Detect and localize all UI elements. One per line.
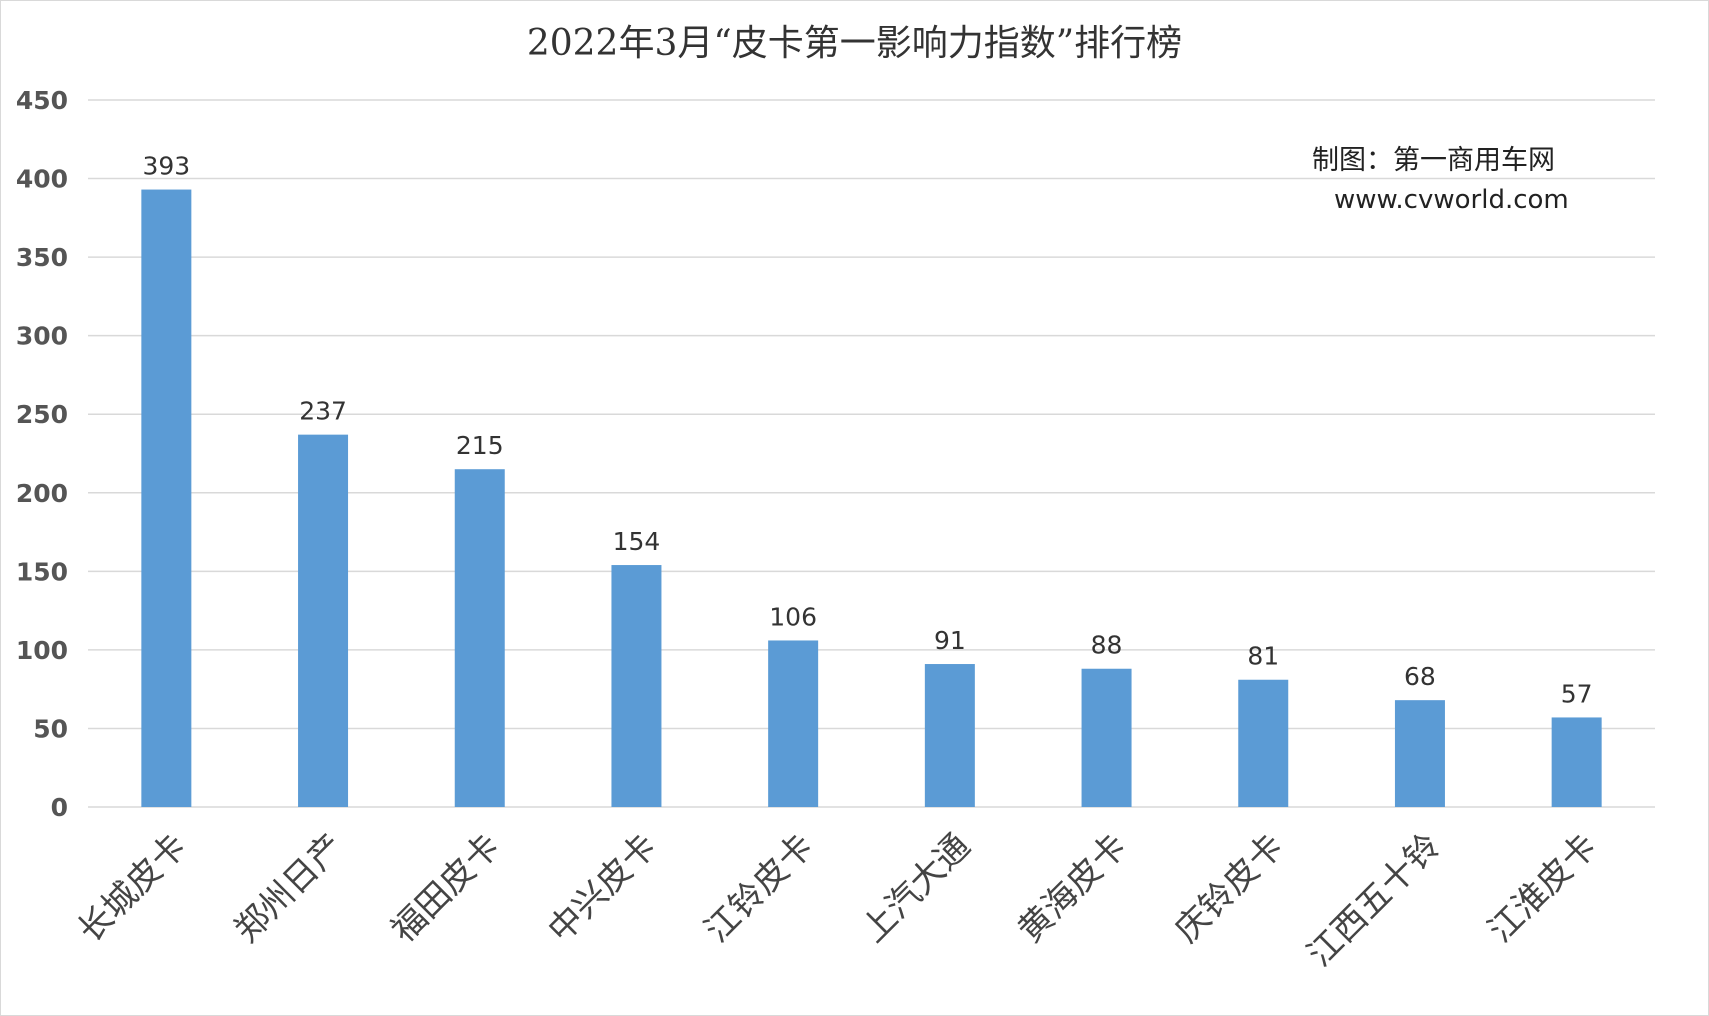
y-tick-label: 450 bbox=[16, 86, 68, 115]
x-tick-label: 福田皮卡 bbox=[384, 826, 508, 950]
chart-credit-url: www.cvworld.com bbox=[1334, 185, 1569, 215]
data-label: 68 bbox=[1404, 662, 1436, 691]
bar bbox=[1551, 717, 1602, 807]
chart-credit: 制图：第一商用车网 bbox=[1312, 145, 1555, 176]
x-tick-label: 江西五十铃 bbox=[1300, 826, 1448, 974]
x-tick-label: 中兴皮卡 bbox=[540, 826, 664, 950]
x-tick-label: 江铃皮卡 bbox=[697, 826, 821, 950]
data-label: 237 bbox=[299, 397, 347, 426]
data-label: 215 bbox=[456, 431, 504, 460]
y-tick-label: 0 bbox=[51, 793, 68, 822]
bar bbox=[454, 469, 505, 807]
bar bbox=[141, 189, 192, 807]
data-label: 154 bbox=[613, 527, 661, 556]
data-label: 57 bbox=[1561, 679, 1593, 708]
chart-title: 2022年3月“皮卡第一影响力指数”排行榜 bbox=[526, 23, 1183, 64]
y-tick-label: 300 bbox=[16, 322, 68, 351]
bar bbox=[1394, 700, 1445, 807]
y-tick-label: 200 bbox=[16, 479, 68, 508]
y-tick-label: 400 bbox=[16, 165, 68, 194]
y-tick-label: 250 bbox=[16, 400, 68, 429]
data-label: 81 bbox=[1247, 642, 1279, 671]
bar bbox=[1238, 679, 1289, 807]
x-tick-label: 庆铃皮卡 bbox=[1167, 826, 1291, 950]
bar bbox=[924, 664, 975, 807]
data-label: 91 bbox=[934, 626, 966, 655]
y-tick-label: 150 bbox=[16, 557, 68, 586]
x-tick-label: 上汽大通 bbox=[854, 826, 978, 950]
y-tick-label: 100 bbox=[16, 636, 68, 665]
x-tick-label: 黄海皮卡 bbox=[1010, 826, 1134, 950]
bar bbox=[298, 434, 349, 807]
data-label: 88 bbox=[1091, 631, 1123, 660]
y-tick-label: 350 bbox=[16, 243, 68, 272]
bar bbox=[611, 565, 662, 807]
y-tick-label: 50 bbox=[33, 714, 68, 743]
bar bbox=[768, 640, 819, 807]
data-label: 106 bbox=[769, 602, 817, 631]
x-tick-label: 江淮皮卡 bbox=[1481, 826, 1605, 950]
bar bbox=[1081, 668, 1132, 807]
x-tick-label: 长城皮卡 bbox=[70, 826, 194, 950]
data-label: 393 bbox=[142, 152, 190, 181]
x-tick-label: 郑州日产 bbox=[227, 826, 351, 950]
